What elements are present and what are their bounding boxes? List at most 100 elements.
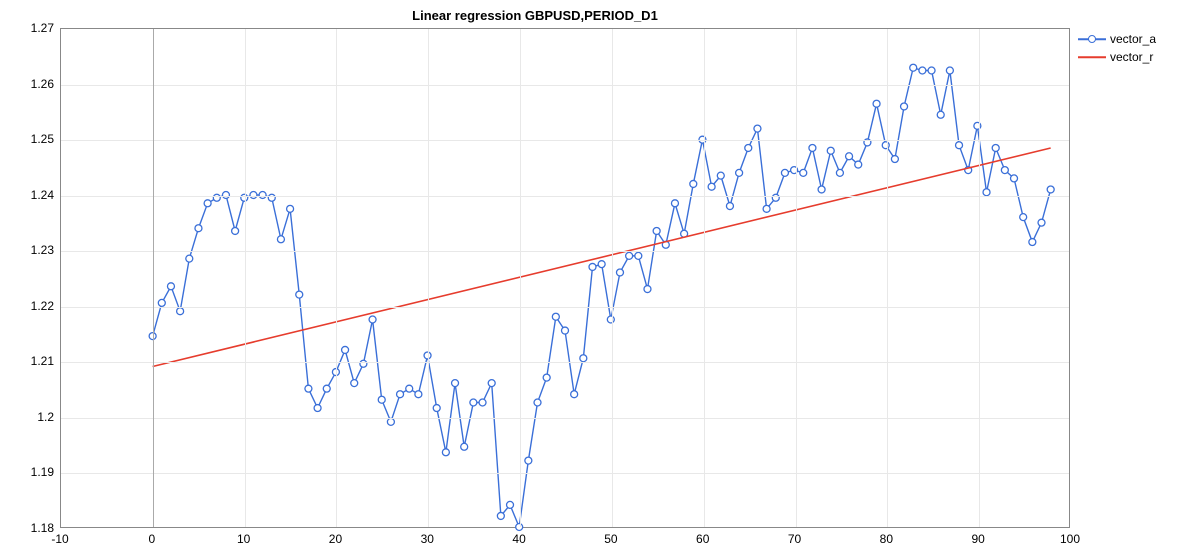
marker-vector_a <box>397 391 404 398</box>
marker-vector_a <box>232 227 239 234</box>
marker-vector_a <box>726 203 733 210</box>
gridline-vertical <box>336 29 337 527</box>
marker-vector_a <box>1001 167 1008 174</box>
marker-vector_a <box>644 286 651 293</box>
marker-vector_a <box>562 327 569 334</box>
marker-vector_a <box>580 355 587 362</box>
marker-vector_a <box>919 67 926 74</box>
marker-vector_a <box>671 200 678 207</box>
x-tick-label: 0 <box>148 532 155 546</box>
legend-swatch <box>1078 50 1106 64</box>
legend-swatch <box>1078 32 1106 46</box>
marker-vector_a <box>946 67 953 74</box>
marker-vector_a <box>781 169 788 176</box>
y-tick-label: 1.24 <box>4 188 54 202</box>
gridline-vertical <box>612 29 613 527</box>
marker-vector_a <box>763 205 770 212</box>
legend-item: vector_r <box>1078 48 1156 66</box>
gridline-vertical <box>796 29 797 527</box>
marker-vector_a <box>442 449 449 456</box>
gridline-vertical <box>428 29 429 527</box>
marker-vector_a <box>855 161 862 168</box>
chart-title: Linear regression GBPUSD,PERIOD_D1 <box>0 8 1070 23</box>
marker-vector_a <box>479 399 486 406</box>
x-tick-label: 30 <box>421 532 434 546</box>
zero-line <box>153 29 154 527</box>
marker-vector_a <box>204 200 211 207</box>
marker-vector_a <box>956 142 963 149</box>
marker-vector_a <box>195 225 202 232</box>
legend-label: vector_r <box>1110 50 1153 64</box>
legend-label: vector_a <box>1110 32 1156 46</box>
marker-vector_a <box>1047 186 1054 193</box>
marker-vector_a <box>1029 239 1036 246</box>
x-tick-label: 50 <box>604 532 617 546</box>
marker-vector_a <box>818 186 825 193</box>
marker-vector_a <box>470 399 477 406</box>
gridline-vertical <box>887 29 888 527</box>
marker-vector_a <box>616 269 623 276</box>
marker-vector_a <box>277 236 284 243</box>
marker-vector_a <box>891 156 898 163</box>
plot-svg <box>61 29 1069 527</box>
marker-vector_a <box>653 227 660 234</box>
marker-vector_a <box>387 418 394 425</box>
y-tick-label: 1.23 <box>4 243 54 257</box>
marker-vector_a <box>360 360 367 367</box>
marker-vector_a <box>791 167 798 174</box>
marker-vector_a <box>415 391 422 398</box>
marker-vector_a <box>534 399 541 406</box>
marker-vector_a <box>369 316 376 323</box>
marker-vector_a <box>635 252 642 259</box>
marker-vector_a <box>452 380 459 387</box>
marker-vector_a <box>186 255 193 262</box>
x-tick-label: 80 <box>880 532 893 546</box>
marker-vector_a <box>736 169 743 176</box>
gridline-horizontal <box>61 473 1069 474</box>
x-tick-label: 90 <box>971 532 984 546</box>
marker-vector_a <box>598 261 605 268</box>
marker-vector_a <box>800 169 807 176</box>
marker-vector_a <box>177 308 184 315</box>
marker-vector_a <box>827 147 834 154</box>
y-tick-label: 1.25 <box>4 132 54 146</box>
x-tick-label: 20 <box>329 532 342 546</box>
gridline-horizontal <box>61 140 1069 141</box>
marker-vector_a <box>717 172 724 179</box>
marker-vector_a <box>626 252 633 259</box>
x-tick-label: 10 <box>237 532 250 546</box>
y-tick-label: 1.22 <box>4 299 54 313</box>
legend: vector_a vector_r <box>1078 30 1156 66</box>
marker-vector_a <box>754 125 761 132</box>
gridline-vertical <box>245 29 246 527</box>
marker-vector_a <box>433 405 440 412</box>
marker-vector_a <box>708 183 715 190</box>
marker-vector_a <box>342 346 349 353</box>
marker-vector_a <box>809 144 816 151</box>
y-tick-label: 1.18 <box>4 521 54 535</box>
marker-vector_a <box>378 396 385 403</box>
gridline-horizontal <box>61 418 1069 419</box>
x-tick-label: 100 <box>1060 532 1080 546</box>
gridline-vertical <box>979 29 980 527</box>
marker-vector_a <box>497 512 504 519</box>
series-line-vector_r <box>153 148 1051 367</box>
marker-vector_a <box>690 180 697 187</box>
marker-vector_a <box>901 103 908 110</box>
marker-vector_a <box>1038 219 1045 226</box>
gridline-horizontal <box>61 307 1069 308</box>
marker-vector_a <box>910 64 917 71</box>
gridline-horizontal <box>61 251 1069 252</box>
marker-vector_a <box>525 457 532 464</box>
marker-vector_a <box>552 313 559 320</box>
marker-vector_a <box>167 283 174 290</box>
marker-vector_a <box>928 67 935 74</box>
y-tick-label: 1.2 <box>4 410 54 424</box>
marker-vector_a <box>1020 214 1027 221</box>
gridline-vertical <box>520 29 521 527</box>
x-tick-label: 40 <box>512 532 525 546</box>
marker-vector_a <box>461 443 468 450</box>
y-tick-label: 1.26 <box>4 77 54 91</box>
marker-vector_a <box>543 374 550 381</box>
chart-container: Linear regression GBPUSD,PERIOD_D1 vecto… <box>0 0 1200 560</box>
